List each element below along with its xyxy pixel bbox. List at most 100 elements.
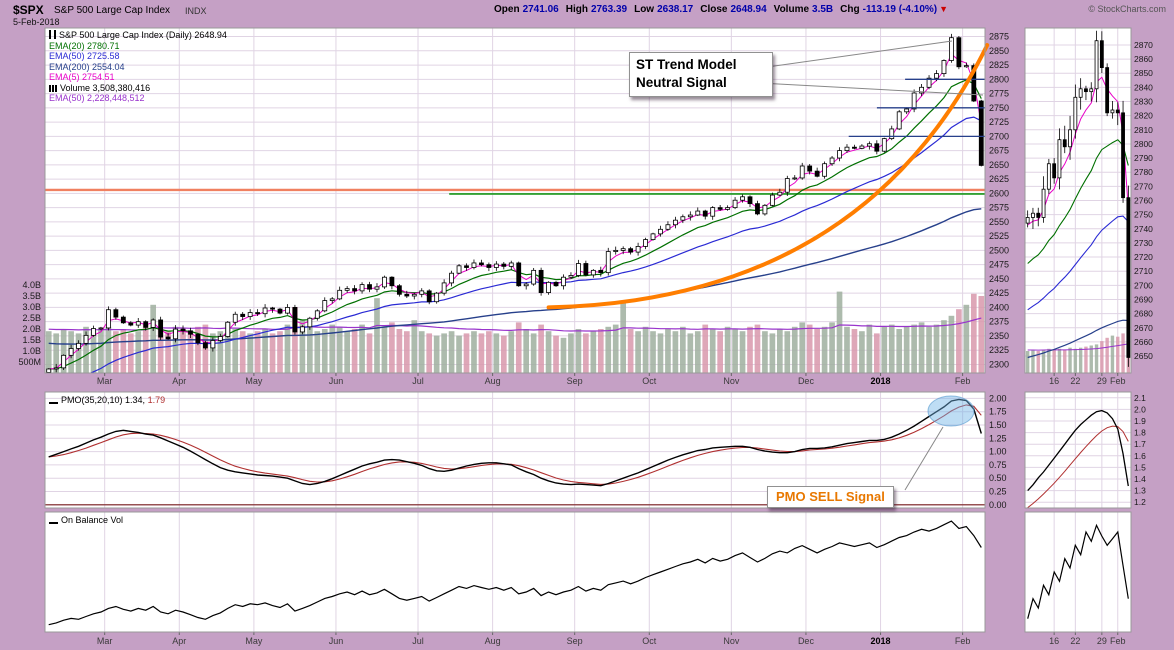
svg-text:2500: 2500 [989, 245, 1009, 255]
svg-text:2780: 2780 [1134, 167, 1153, 177]
quote-bar: Open 2741.06 High 2763.39 Low 2638.17 Close 264… [487, 4, 948, 15]
svg-text:Oct: Oct [642, 376, 657, 386]
copyright: © StockCharts.com [1088, 4, 1166, 14]
svg-text:2690: 2690 [1134, 294, 1153, 304]
quote-label-chg: Chg [840, 4, 860, 15]
svg-text:1.6: 1.6 [1134, 451, 1146, 461]
svg-text:2.00: 2.00 [989, 393, 1007, 403]
trend-model-callout: ST Trend Model Neutral Signal [629, 52, 773, 97]
pmo-signal-value: 1.79 [147, 395, 166, 405]
svg-text:1.50: 1.50 [989, 420, 1007, 430]
svg-text:2840: 2840 [1134, 82, 1153, 92]
svg-text:Dec: Dec [798, 376, 815, 386]
svg-text:2870: 2870 [1134, 40, 1153, 50]
ticker-symbol: $SPX [13, 3, 44, 17]
svg-text:1.4: 1.4 [1134, 474, 1146, 484]
svg-text:22: 22 [1070, 636, 1080, 646]
svg-text:2800: 2800 [1134, 139, 1153, 149]
svg-text:1.5B: 1.5B [22, 335, 41, 345]
quote-value-high: 2763.39 [590, 4, 628, 15]
svg-text:29: 29 [1097, 636, 1107, 646]
exchange-label: INDX [185, 6, 207, 16]
quote-value-close: 2648.94 [730, 4, 767, 15]
svg-text:2425: 2425 [989, 288, 1009, 298]
svg-text:Mar: Mar [97, 376, 113, 386]
svg-text:Mar: Mar [97, 636, 113, 646]
svg-text:2750: 2750 [1134, 210, 1153, 220]
svg-text:0.25: 0.25 [989, 487, 1007, 497]
obv-label: On Balance Vol [61, 515, 124, 525]
volume-bars-icon [49, 84, 57, 92]
svg-text:Jul: Jul [412, 636, 424, 646]
obv-line-icon [49, 516, 58, 524]
svg-text:2820: 2820 [1134, 111, 1153, 121]
svg-text:2800: 2800 [989, 74, 1009, 84]
price-legend: S&P 500 Large Cap Index (Daily) 2648.94 … [49, 30, 227, 104]
svg-text:Feb: Feb [1110, 376, 1126, 386]
svg-text:2825: 2825 [989, 60, 1009, 70]
legend-item: Volume 3,508,380,416 [49, 83, 227, 94]
svg-text:1.3: 1.3 [1134, 486, 1146, 496]
svg-text:2.0: 2.0 [1134, 404, 1146, 414]
svg-text:2725: 2725 [989, 117, 1009, 127]
svg-text:22: 22 [1070, 376, 1080, 386]
quote-value-open: 2741.06 [522, 4, 559, 15]
svg-text:3.5B: 3.5B [22, 291, 41, 301]
svg-text:2730: 2730 [1134, 238, 1153, 248]
svg-text:2.5B: 2.5B [22, 313, 41, 323]
svg-text:Apr: Apr [172, 636, 186, 646]
svg-text:2860: 2860 [1134, 54, 1153, 64]
svg-text:Aug: Aug [485, 376, 501, 386]
pmo-label: PMO(35,20,10) 1.34, [61, 395, 146, 405]
svg-text:2850: 2850 [1134, 68, 1153, 78]
svg-text:Feb: Feb [955, 636, 971, 646]
svg-text:1.25: 1.25 [989, 433, 1007, 443]
pmo-line-icon [49, 396, 58, 404]
legend-item: EMA(50) 2725.58 [49, 51, 120, 61]
svg-text:16: 16 [1049, 636, 1059, 646]
quote-label-volume: Volume [773, 4, 810, 15]
quote-label-close: Close [700, 4, 728, 15]
svg-text:2740: 2740 [1134, 224, 1153, 234]
svg-text:2700: 2700 [1134, 280, 1153, 290]
legend-item: EMA(200) 2554.04 [49, 61, 125, 72]
svg-text:2760: 2760 [1134, 196, 1153, 206]
svg-text:2300: 2300 [989, 359, 1009, 369]
svg-text:1.7: 1.7 [1134, 439, 1146, 449]
svg-text:2680: 2680 [1134, 309, 1153, 319]
legend-item: EMA(20) 2780.71 [49, 40, 120, 51]
svg-text:29: 29 [1097, 376, 1107, 386]
svg-text:2375: 2375 [989, 317, 1009, 327]
svg-text:Sep: Sep [567, 376, 583, 386]
obv-legend: On Balance Vol [49, 515, 123, 525]
svg-text:0.00: 0.00 [989, 500, 1007, 510]
svg-text:Oct: Oct [642, 636, 657, 646]
svg-text:0.50: 0.50 [989, 473, 1007, 483]
chart-date: 5-Feb-2018 [13, 17, 60, 27]
change-down-arrow-icon: ▼ [939, 4, 949, 14]
pmo-legend: PMO(35,20,10) 1.34, 1.79 [49, 395, 165, 405]
svg-text:2875: 2875 [989, 32, 1009, 42]
svg-text:Dec: Dec [798, 636, 815, 646]
candlestick-icon [49, 30, 56, 39]
svg-text:2770: 2770 [1134, 181, 1153, 191]
legend-title-line: S&P 500 Large Cap Index (Daily) 2648.94 [49, 30, 227, 41]
svg-text:Feb: Feb [1110, 636, 1126, 646]
legend-item: EMA(5) 2754.51 [49, 72, 115, 82]
quote-label-high: High [565, 4, 588, 15]
svg-text:Sep: Sep [567, 636, 583, 646]
svg-text:2575: 2575 [989, 203, 1009, 213]
svg-text:2550: 2550 [989, 217, 1009, 227]
svg-text:2525: 2525 [989, 231, 1009, 241]
svg-text:Jul: Jul [412, 376, 424, 386]
svg-text:1.9: 1.9 [1134, 416, 1146, 426]
quote-label-open: Open [494, 4, 520, 15]
svg-text:2400: 2400 [989, 302, 1009, 312]
svg-text:Aug: Aug [485, 636, 501, 646]
legend-item: EMA(50) 2,228,448,512 [49, 93, 145, 103]
svg-text:2.0B: 2.0B [22, 324, 41, 334]
svg-text:2750: 2750 [989, 103, 1009, 113]
pmo-sell-callout: PMO SELL Signal [767, 486, 894, 508]
quote-value-chg: -113.19 (-4.10%) [862, 4, 938, 15]
